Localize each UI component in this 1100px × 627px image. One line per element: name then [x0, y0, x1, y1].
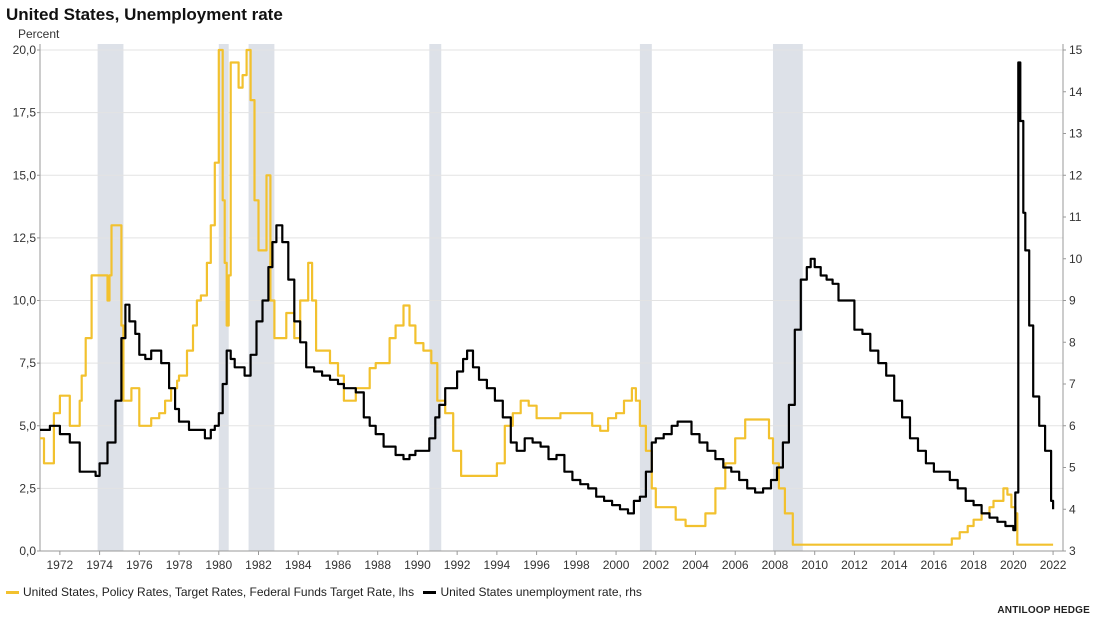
- y-left-tick-label: 7,5: [19, 356, 36, 370]
- x-tick-label: 1972: [47, 558, 74, 572]
- legend-swatch-unemployment: [423, 591, 437, 595]
- y-right-tick-label: 5: [1069, 461, 1076, 475]
- x-tick-label: 1990: [404, 558, 431, 572]
- series-line-fed-funds: [40, 48, 1054, 546]
- y-right-tick-label: 4: [1069, 502, 1076, 516]
- x-tick-label: 2008: [762, 558, 789, 572]
- x-tick-label: 1992: [444, 558, 471, 572]
- legend-item-unemployment: United States unemployment rate, rhs: [423, 585, 642, 599]
- legend-label-fed-funds: United States, Policy Rates, Target Rate…: [23, 585, 415, 599]
- x-tick-label: 2020: [1000, 558, 1027, 572]
- chart-canvas: 0,0 2,5 5,0 7,5 10,0 12,5 15,0 17,5 20,0 3 4 5 6 7 8 9 1…: [13, 27, 1083, 572]
- x-tick-label: 2016: [921, 558, 948, 572]
- y-left-tick-label: 10,0: [13, 294, 37, 308]
- y-right-tick-label: 11: [1069, 210, 1082, 224]
- y-left-tick-label: 15,0: [13, 168, 37, 182]
- source-credit: ANTILOOP HEDGE: [997, 605, 1090, 616]
- y-left-tick-label: 0,0: [19, 544, 36, 558]
- chart-title: United States, Unemployment rate: [6, 5, 283, 24]
- y-right-tick-label: 6: [1069, 419, 1076, 433]
- y-left-tick-label: 20,0: [13, 43, 37, 57]
- x-tick-label: 1996: [523, 558, 550, 572]
- x-tick-label: 2006: [722, 558, 749, 572]
- grid-lines: [40, 49, 1063, 552]
- y-left-tick-label: 2,5: [19, 481, 36, 495]
- series-line-unemployment: [40, 61, 1055, 532]
- y-right-tick-label: 13: [1069, 127, 1083, 141]
- y-right-tick-label: 3: [1069, 544, 1076, 558]
- y-right-tick-label: 7: [1069, 377, 1076, 391]
- y-right-tick-label: 15: [1069, 43, 1083, 57]
- x-tick-label: 2012: [841, 558, 868, 572]
- y-axis-left-label: Percent: [18, 27, 60, 41]
- x-tick-label: 1974: [86, 558, 113, 572]
- x-tick-label: 1984: [285, 558, 312, 572]
- x-tick-label: 2010: [801, 558, 828, 572]
- y-right-tick-label: 12: [1069, 168, 1083, 182]
- y-right-tick-label: 14: [1069, 85, 1083, 99]
- y-left-tick-label: 12,5: [13, 231, 37, 245]
- x-tick-label: 1978: [166, 558, 193, 572]
- x-tick-label: 2018: [960, 558, 987, 572]
- x-tick-label: 1976: [126, 558, 153, 572]
- x-tick-label: 1986: [325, 558, 352, 572]
- x-tick-label: 2002: [642, 558, 669, 572]
- y-left-tick-label: 17,5: [13, 106, 37, 120]
- recession-band-1: [218, 44, 229, 551]
- legend-label-unemployment: United States unemployment rate, rhs: [440, 585, 642, 599]
- x-tick-label: 1982: [245, 558, 272, 572]
- x-tick-label: 2022: [1040, 558, 1067, 572]
- legend: United States, Policy Rates, Target Rate…: [6, 585, 648, 599]
- x-tick-label: 1994: [484, 558, 511, 572]
- x-tick-label: 1988: [364, 558, 391, 572]
- y-left-tick-label: 5,0: [19, 419, 36, 433]
- legend-swatch-fed-funds: [6, 591, 19, 595]
- axes: 0,0 2,5 5,0 7,5 10,0 12,5 15,0 17,5 20,0 3 4 5 6 7 8 9 1…: [13, 43, 1083, 572]
- x-tick-label: 1998: [563, 558, 590, 572]
- series-lines: [40, 48, 1055, 546]
- x-tick-label: 1980: [205, 558, 232, 572]
- recession-band-4: [639, 44, 652, 551]
- y-right-tick-label: 9: [1069, 294, 1076, 308]
- legend-item-fed-funds: United States, Policy Rates, Target Rate…: [6, 585, 414, 599]
- recession-band-3: [429, 44, 442, 551]
- y-right-tick-label: 10: [1069, 252, 1083, 266]
- x-tick-label: 2004: [682, 558, 709, 572]
- recession-bands: [97, 44, 803, 551]
- x-tick-label: 2014: [881, 558, 908, 572]
- x-tick-label: 2000: [603, 558, 630, 572]
- y-right-tick-label: 8: [1069, 335, 1076, 349]
